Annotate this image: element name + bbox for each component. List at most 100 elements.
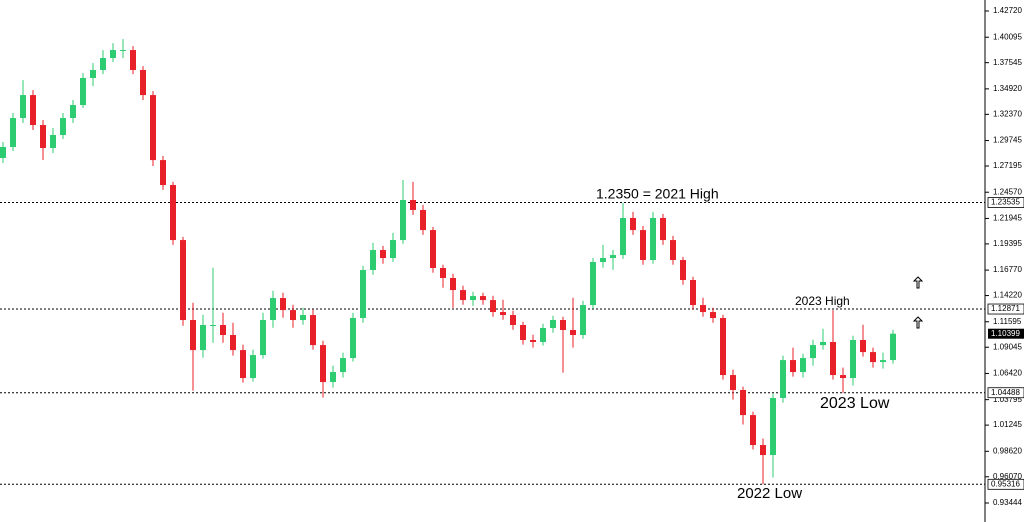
candle-body	[710, 312, 716, 319]
y-tick-label: 1.29745	[993, 136, 1022, 145]
candle-body	[670, 240, 676, 261]
y-tick-label: 1.27195	[993, 161, 1022, 170]
y-tick-label: 1.34920	[993, 84, 1022, 93]
candle-body	[820, 341, 826, 346]
candle-body	[840, 375, 846, 379]
candle-body	[470, 296, 476, 301]
candle-body	[730, 375, 736, 391]
candle-body	[500, 312, 506, 316]
y-tick-label: 1.19395	[993, 239, 1022, 248]
candle-body	[250, 355, 256, 379]
level-box	[987, 478, 1024, 490]
candle-body	[210, 325, 216, 327]
candle-body	[90, 70, 96, 78]
annotation: 2022 Low	[737, 485, 802, 502]
candle-body	[60, 118, 66, 136]
candle-body	[190, 320, 196, 351]
candle-body	[550, 320, 556, 329]
candle-body	[310, 315, 316, 346]
candle-body	[80, 77, 86, 106]
candle-body	[230, 334, 236, 351]
current-price-box	[988, 328, 1024, 339]
candle-body	[760, 445, 766, 456]
y-tick-label: 1.09045	[993, 342, 1022, 351]
candle-body	[780, 360, 786, 399]
candle-body	[530, 339, 536, 342]
candle-body	[430, 230, 436, 269]
candle-body	[320, 345, 326, 383]
candle-body	[640, 230, 646, 261]
level-label: 1.04488	[991, 388, 1020, 397]
y-tick-label: 1.32370	[993, 109, 1022, 118]
candle-body	[0, 146, 6, 158]
y-tick-label: 1.14220	[993, 291, 1022, 300]
candle-body	[540, 328, 546, 342]
candle-body	[680, 260, 686, 280]
candle-body	[720, 318, 726, 376]
candle-body	[880, 360, 886, 363]
candle-body	[110, 50, 116, 59]
candle-body	[790, 360, 796, 373]
candle-body	[400, 200, 406, 241]
candle-body	[810, 345, 816, 359]
candle-body	[580, 305, 586, 335]
candle-body	[440, 268, 446, 278]
candle-body	[350, 318, 356, 359]
up-arrow	[912, 276, 924, 329]
level-label: 0.95316	[991, 479, 1020, 488]
candle-body	[30, 95, 36, 126]
candle-body	[750, 415, 756, 446]
y-tick-label: 1.01245	[993, 420, 1022, 429]
candle-body	[450, 277, 456, 291]
candle-body	[40, 125, 46, 148]
candle-body	[390, 240, 396, 259]
level-label: 1.12871	[991, 304, 1020, 313]
y-tick-label: 0.98620	[993, 446, 1022, 455]
candle-body	[360, 269, 366, 319]
y-tick-label: 1.06420	[993, 369, 1022, 378]
candle-body	[460, 290, 466, 301]
candle-body	[300, 315, 306, 321]
candle-body	[160, 160, 166, 186]
y-tick-label: 0.96070	[993, 472, 1022, 481]
candle-body	[490, 300, 496, 313]
y-tick-label: 1.21945	[993, 214, 1022, 223]
candle-body	[630, 217, 636, 231]
candle-body	[380, 250, 386, 259]
candle-body	[800, 358, 806, 373]
candle-body	[850, 339, 856, 379]
candle-body	[420, 209, 426, 231]
candle-body	[610, 255, 616, 259]
candle-body	[690, 279, 696, 306]
candle-body	[50, 135, 56, 148]
candle-body	[650, 217, 656, 261]
candle-body	[180, 240, 186, 321]
candle-body	[340, 358, 346, 373]
candle-body	[330, 372, 336, 383]
level-box	[987, 303, 1024, 315]
level-box	[987, 197, 1024, 208]
candle-body	[370, 250, 376, 270]
candle-body	[620, 217, 626, 256]
candle-body	[770, 398, 776, 456]
candle-body	[240, 350, 246, 379]
y-tick-label: 0.93444	[993, 498, 1022, 507]
level-box	[987, 387, 1024, 399]
candle-body	[520, 325, 526, 340]
annotation: 1.2350 = 2021 High	[596, 186, 719, 202]
candle-body	[20, 95, 26, 119]
candle-body	[600, 258, 606, 263]
candle-body	[120, 50, 126, 52]
candle-body	[870, 352, 876, 363]
y-tick-label: 1.03795	[993, 395, 1022, 404]
y-tick-label: 1.16770	[993, 265, 1022, 274]
candle-body	[890, 333, 896, 361]
y-tick-label: 1.24570	[993, 187, 1022, 196]
y-tick-label: 1.42720	[993, 6, 1022, 15]
candle-body	[200, 325, 206, 351]
candle-body	[510, 315, 516, 326]
current-price-label: 1.10399	[991, 329, 1020, 338]
candle-body	[170, 185, 176, 241]
candle-body	[290, 310, 296, 321]
annotation: 2023 High	[795, 294, 850, 308]
